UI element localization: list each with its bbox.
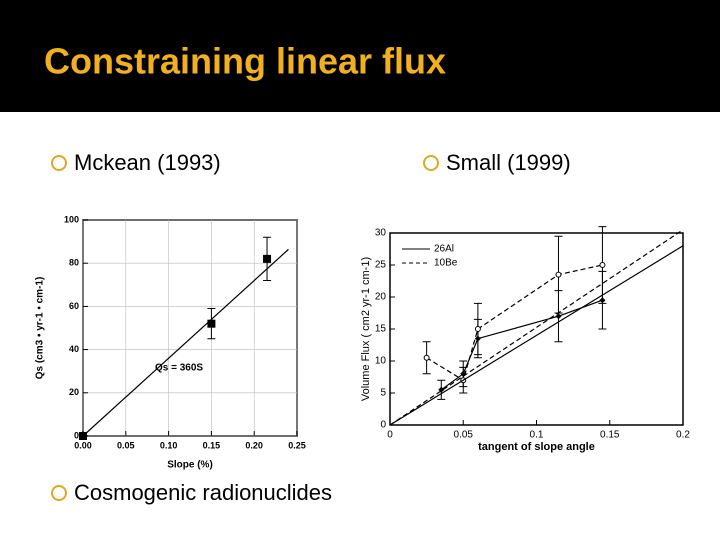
y-tick-label: 5: [380, 388, 386, 399]
x-tick-label: 0.10: [160, 440, 178, 450]
y-tick-label: 60: [69, 301, 79, 311]
bullet-icon: [51, 155, 67, 171]
y-tick-label: 100: [64, 214, 79, 224]
y-tick-label: 25: [375, 260, 387, 271]
y-tick-label: 15: [375, 324, 387, 335]
bullet: Mckean (1993): [74, 150, 221, 175]
x-tick-label: 0.25: [288, 440, 306, 450]
data-point: [599, 262, 606, 268]
fit-line: [389, 229, 684, 426]
data-point: [555, 271, 562, 278]
data-point: [474, 326, 481, 332]
y-tick-label: 10: [375, 356, 387, 367]
x-tick-label: 0.15: [600, 430, 620, 441]
legend-label: 26Al: [434, 244, 454, 255]
data-point: [207, 319, 216, 328]
bullet-icon: [423, 155, 439, 171]
x-tick-label: 0.20: [245, 440, 263, 450]
y-tick-label: 20: [69, 387, 79, 397]
fit-line: [82, 248, 289, 437]
y-tick-label: 20: [375, 292, 387, 303]
y-tick-label: 80: [69, 258, 79, 268]
y-tick-label: 30: [375, 228, 387, 239]
header-band: [0, 0, 720, 112]
legend-label: 10Be: [434, 258, 458, 269]
x-tick-label: 0.1: [530, 430, 544, 441]
x-tick-label: 0.2: [676, 430, 690, 441]
y-tick-label: 40: [69, 344, 79, 354]
bullet-icon: [51, 485, 67, 501]
x-axis-label: Slope (%): [167, 460, 213, 471]
annotation: Qs = 360S: [155, 363, 203, 374]
fit-line: [389, 245, 684, 426]
x-tick-label: 0.05: [454, 430, 474, 441]
bullet: Cosmogenic radionuclides: [74, 480, 332, 505]
bullet: Small (1999): [446, 150, 571, 175]
y-tick-label: 0: [380, 420, 386, 431]
x-axis-label: tangent of slope angle: [478, 441, 595, 453]
y-axis-label: Qs (cm3 • yr-1 • cm-1): [35, 277, 46, 380]
data-point: [423, 354, 430, 361]
y-tick-label: 0: [74, 430, 79, 440]
y-axis-label: Volume Flux ( cm2 yr-1 cm-1): [360, 257, 372, 401]
slide-title: Constraining linear flux: [44, 41, 446, 82]
plot-frame: [82, 219, 298, 437]
data-point: [263, 254, 272, 263]
x-tick-label: 0.05: [117, 440, 135, 450]
x-tick-label: 0.15: [203, 440, 221, 450]
x-tick-label: 0.00: [74, 440, 92, 450]
x-tick-label: 0: [387, 430, 393, 441]
data-point: [555, 313, 562, 320]
fit-line: [426, 264, 603, 382]
